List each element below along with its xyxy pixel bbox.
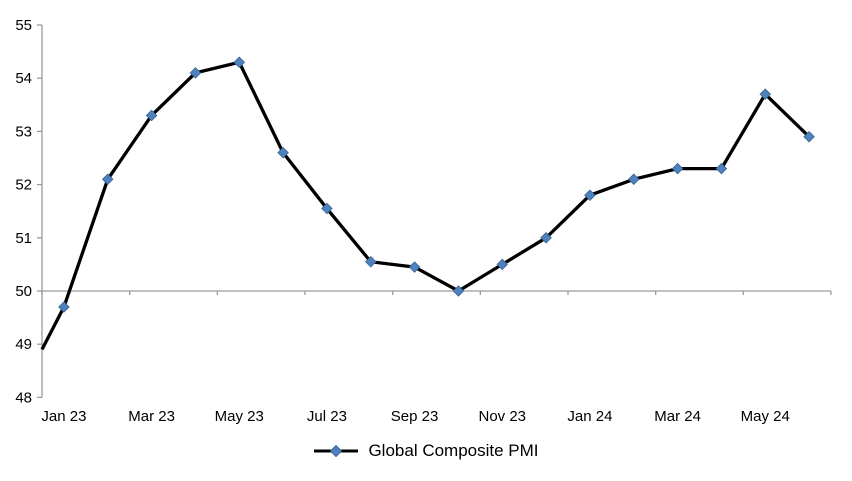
data-point-marker [671,162,684,175]
data-point-marker [803,130,815,143]
y-axis-tick-label: 51 [15,230,32,247]
data-point-marker [584,189,596,202]
x-axis-tick-label: Sep 23 [391,408,439,425]
data-point-marker [496,258,509,271]
pmi-series-line [40,60,811,351]
x-axis-tick-label: Jan 23 [41,408,86,425]
x-axis-tick-label: Mar 24 [654,408,701,425]
x-axis-tick-label: May 23 [215,408,264,425]
x-axis-tick-label: Jan 24 [567,408,612,425]
y-axis-tick-label: 50 [15,283,32,300]
data-point-marker [277,146,289,159]
chart-plot-area: 48 49 50 51 52 53 54 55 Jan 23 Mar 23 May 23 Jul 23… [15,17,832,425]
data-point-marker [101,173,114,186]
data-point-marker [627,173,640,186]
data-point-marker [715,162,728,175]
legend-diamond-icon [330,444,343,457]
y-axis-tick-label: 53 [15,123,32,140]
y-axis-tick-label: 49 [15,336,32,353]
legend-label: Global Composite PMI [368,441,539,460]
data-point-marker [759,88,772,100]
x-axis-tick-label: May 24 [741,408,790,425]
data-point-marker [408,261,421,273]
y-axis-tick-label: 52 [15,177,32,194]
chart-legend: Global Composite PMI [0,442,852,459]
y-axis-tick-label: 48 [15,389,32,406]
data-point-marker [452,285,465,297]
x-axis-tick-label: Nov 23 [478,408,526,425]
data-point-marker [145,109,158,122]
y-axis-tick-label: 54 [15,70,32,87]
x-axis-tick-label: Mar 23 [128,408,175,425]
y-axis-tick-label: 55 [15,17,32,34]
legend-swatch [314,444,359,457]
data-point-marker [233,56,246,69]
data-point-marker [540,232,552,244]
data-point-marker [58,301,70,313]
data-point-marker [189,67,202,79]
x-axis-tick-label: Jul 23 [307,408,347,425]
data-point-marker [364,255,377,268]
data-point-marker [321,202,333,215]
